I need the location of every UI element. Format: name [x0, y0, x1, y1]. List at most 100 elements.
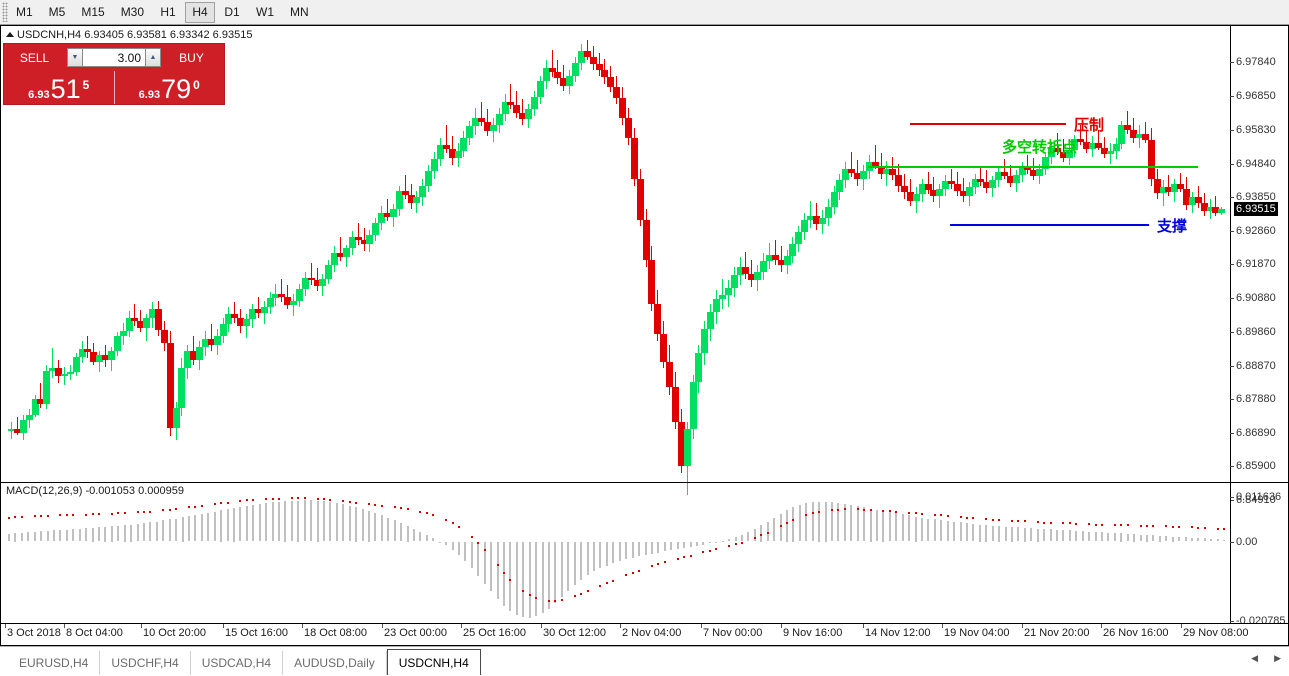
macd-histogram-bar — [213, 511, 216, 542]
time-scale[interactable]: 3 Oct 2018 8 Oct 04:00 10 Oct 20:00 15 Oct … — [1, 623, 1288, 645]
price-scale-axis — [1230, 26, 1231, 486]
chart-tab-eurusd[interactable]: EURUSD,H4 — [8, 651, 101, 675]
price-scale[interactable]: 6.97840 6.96850 6.95830 6.94840 6.93850 6.928… — [1230, 26, 1288, 506]
volume-input[interactable]: 3.00 — [83, 48, 145, 67]
tab-scroll-right-icon[interactable]: ▶ — [1274, 653, 1281, 663]
timeframe-w1[interactable]: W1 — [256, 5, 275, 19]
candlestick — [1177, 40, 1185, 500]
macd-histogram-bar — [451, 541, 454, 550]
macd-signal-point — [117, 512, 120, 515]
macd-signal-point — [509, 578, 512, 581]
macd-histogram-bar — [792, 507, 795, 542]
candlestick — [1118, 40, 1126, 500]
timeframe-d1[interactable]: D1 — [224, 5, 240, 19]
candlestick — [1012, 40, 1020, 500]
time-tick-label: 9 Nov 16:00 — [783, 627, 843, 639]
macd-signal-point — [355, 501, 358, 504]
volume-increase-icon[interactable]: ▲ — [145, 48, 161, 67]
buy-price[interactable]: 6.93 79 0 — [113, 71, 225, 104]
chart-frame: USDCNH,H4 6.93405 6.93581 6.93342 6.9351… — [0, 25, 1289, 646]
price-plot-area[interactable]: 压制 多空转折点 支撑 — [2, 40, 1230, 500]
chart-tab-usdcnh[interactable]: USDCNH,H4 — [386, 649, 481, 675]
ohlc-text: USDCNH,H4 6.93405 6.93581 6.93342 6.9351… — [17, 29, 253, 41]
annotation-support: 支撑 — [1157, 217, 1188, 236]
timeframe-m15[interactable]: M15 — [81, 5, 105, 19]
price-tick — [1230, 62, 1234, 64]
macd-signal-point — [1088, 523, 1091, 526]
macd-histogram-bar — [972, 523, 975, 542]
macd-histogram-bar — [355, 507, 358, 542]
candlestick — [178, 40, 186, 500]
volume-decrease-icon[interactable]: ▼ — [67, 48, 83, 67]
candlestick — [1124, 40, 1132, 500]
macd-histogram-bar — [470, 541, 473, 569]
macd-histogram-bar — [1126, 533, 1129, 542]
macd-tick — [1230, 621, 1234, 622]
one-click-trade-panel: SELL ▼ 3.00 ▲ BUY 6.93 51 5 6.93 79 0 — [3, 43, 225, 105]
macd-histogram-bar — [785, 510, 788, 542]
tab-scroll-left-icon[interactable]: ◀ — [1251, 653, 1259, 663]
macd-signal-point — [1190, 526, 1193, 529]
sell-price[interactable]: 6.93 51 5 — [4, 71, 114, 104]
time-tick-label: 23 Oct 00:00 — [384, 627, 447, 639]
macd-signal-point — [580, 593, 583, 596]
macd-signal-point — [432, 514, 435, 517]
macd-histogram-bar — [914, 516, 917, 542]
macd-signal-point — [477, 542, 480, 545]
macd-histogram-bar — [779, 513, 782, 542]
candlestick — [783, 40, 791, 500]
time-tick — [382, 624, 383, 628]
timeframe-h4[interactable]: H4 — [185, 1, 216, 23]
turning-point-line[interactable] — [868, 165, 1198, 168]
candlestick — [619, 40, 627, 500]
chart-tab-usdchf[interactable]: USDCHF,H4 — [100, 651, 191, 675]
macd-histogram-bar — [207, 512, 210, 542]
macd-histogram-bar — [535, 541, 538, 617]
macd-histogram-bar — [1094, 531, 1097, 542]
candlestick — [989, 40, 997, 500]
macd-histogram-bar — [695, 541, 698, 546]
candlestick — [906, 40, 914, 500]
chart-expand-icon[interactable] — [6, 32, 14, 37]
timeframe-m1[interactable]: M1 — [16, 5, 33, 19]
sell-button[interactable]: SELL — [19, 50, 50, 65]
macd-plot-area[interactable] — [2, 483, 1230, 623]
macd-histogram-bar — [104, 526, 107, 542]
resistance-line[interactable] — [910, 122, 1066, 125]
timeframe-mn[interactable]: MN — [290, 5, 309, 19]
candlestick — [742, 40, 750, 500]
toolbar-drag-handle[interactable] — [2, 2, 8, 22]
macd-signal-point — [316, 497, 319, 500]
candlestick — [413, 40, 421, 500]
timeframe-h1[interactable]: H1 — [160, 5, 176, 19]
candlestick — [607, 40, 615, 500]
candlestick — [1183, 40, 1191, 500]
macd-histogram-bar — [1178, 536, 1181, 542]
macd-histogram-bar — [824, 502, 827, 542]
candlestick — [284, 40, 292, 500]
macd-signal-point — [503, 572, 506, 575]
buy-button[interactable]: BUY — [179, 50, 204, 65]
timeframe-m30[interactable]: M30 — [120, 5, 145, 19]
macd-signal-point — [348, 500, 351, 503]
timeframe-m5[interactable]: M5 — [48, 5, 66, 19]
macd-histogram-bar — [856, 506, 859, 542]
chart-tab-audusd[interactable]: AUDUSD,Daily — [283, 651, 387, 675]
macd-histogram-bar — [676, 541, 679, 550]
sell-price-fraction: 5 — [82, 78, 90, 92]
macd-signal-point — [1139, 524, 1142, 527]
candlestick — [1136, 40, 1144, 500]
macd-signal-point — [98, 513, 100, 516]
macd-histogram-bar — [233, 507, 236, 542]
time-tick-label: 21 Nov 20:00 — [1024, 627, 1090, 639]
time-tick — [942, 624, 943, 628]
macd-signal-point — [522, 590, 525, 593]
macd-signal-point — [1049, 521, 1052, 524]
chart-tab-usdcad[interactable]: USDCAD,H4 — [191, 651, 284, 675]
price-tick-label: 6.89860 — [1236, 326, 1276, 339]
macd-histogram-bar — [901, 514, 904, 542]
macd-histogram-bar — [1068, 530, 1071, 542]
support-line[interactable] — [950, 224, 1149, 227]
candlestick — [671, 40, 679, 500]
candlestick — [824, 40, 832, 500]
